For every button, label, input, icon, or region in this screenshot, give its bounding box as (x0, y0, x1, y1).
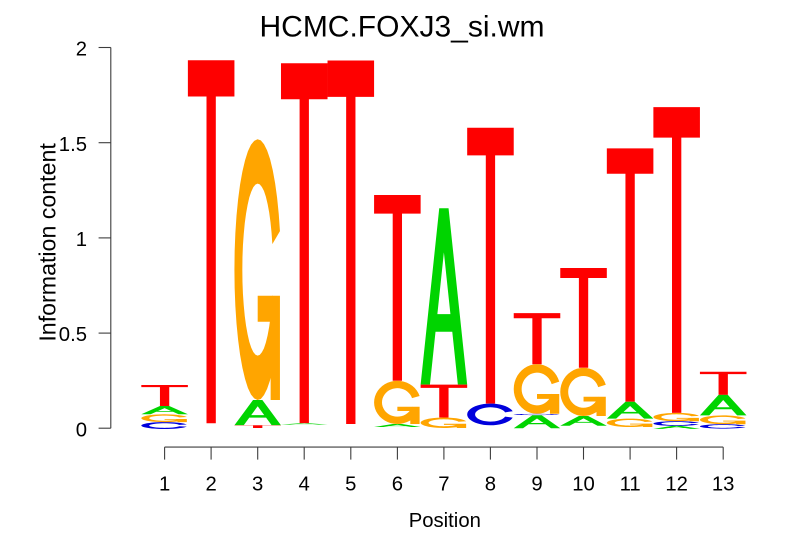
svg-text:3: 3 (252, 474, 263, 496)
svg-text:Position: Position (409, 510, 481, 532)
svg-text:8: 8 (485, 474, 496, 496)
svg-text:0.5: 0.5 (59, 324, 87, 346)
svg-text:Information content: Information content (34, 143, 60, 342)
svg-text:12: 12 (665, 474, 688, 496)
svg-text:9: 9 (531, 474, 542, 496)
svg-text:HCMC.FOXJ3_si.wm: HCMC.FOXJ3_si.wm (259, 10, 544, 43)
svg-text:13: 13 (712, 474, 735, 496)
svg-text:1: 1 (159, 474, 170, 496)
svg-text:6: 6 (392, 474, 403, 496)
svg-text:2: 2 (205, 474, 216, 496)
svg-text:5: 5 (345, 474, 356, 496)
svg-text:11: 11 (620, 474, 641, 496)
svg-text:2: 2 (76, 39, 87, 61)
svg-text:4: 4 (299, 474, 310, 496)
svg-text:10: 10 (572, 474, 595, 496)
svg-text:0: 0 (76, 419, 87, 441)
svg-text:1.5: 1.5 (59, 134, 87, 156)
svg-text:7: 7 (438, 474, 449, 496)
svg-text:1: 1 (76, 229, 87, 251)
